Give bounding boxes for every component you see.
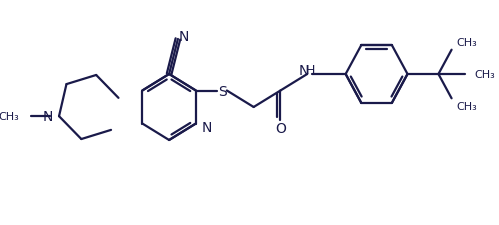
Text: N: N: [202, 120, 212, 134]
Text: CH₃: CH₃: [0, 112, 19, 122]
Text: CH₃: CH₃: [456, 38, 477, 47]
Text: S: S: [218, 84, 227, 98]
Text: N: N: [298, 64, 309, 78]
Text: CH₃: CH₃: [456, 102, 477, 112]
Text: N: N: [178, 30, 189, 44]
Text: N: N: [43, 110, 53, 124]
Text: O: O: [275, 122, 286, 136]
Text: CH₃: CH₃: [474, 70, 495, 80]
Text: H: H: [305, 64, 315, 77]
